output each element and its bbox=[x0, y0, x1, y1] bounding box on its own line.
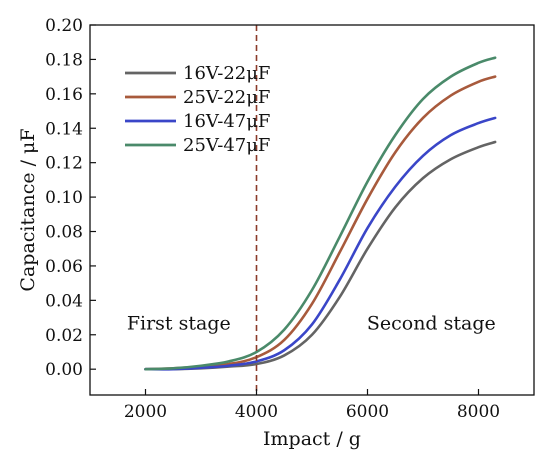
y-tick-label: 0.06 bbox=[45, 257, 83, 277]
y-tick-label: 0.00 bbox=[45, 360, 83, 380]
x-tick-label: 4000 bbox=[235, 402, 278, 422]
y-tick-label: 0.14 bbox=[45, 119, 83, 139]
y-axis-title: Capacitance / μF bbox=[17, 128, 39, 291]
x-tick-label: 6000 bbox=[346, 402, 389, 422]
x-ticks: 2000 4000 6000 8000 bbox=[124, 389, 500, 422]
x-tick-label: 8000 bbox=[457, 402, 500, 422]
stage-annotation: First stage bbox=[127, 313, 231, 335]
series-line-3 bbox=[144, 116, 497, 371]
legend: 16V-22μF 25V-22μF 16V-47μF 25V-47μF bbox=[125, 63, 270, 156]
legend-entry: 25V-47μF bbox=[183, 135, 270, 156]
y-tick-label: 0.18 bbox=[45, 50, 83, 70]
series-layer bbox=[144, 56, 497, 371]
annotations: First stage Second stage bbox=[127, 313, 496, 335]
y-tick-label: 0.20 bbox=[45, 16, 83, 36]
y-ticks: 0.00 0.02 0.04 0.06 0.08 0.10 0.12 0.14 0.16 0.18… bbox=[45, 16, 96, 380]
y-tick-label: 0.10 bbox=[45, 188, 83, 208]
stage-annotation: Second stage bbox=[367, 313, 496, 335]
x-tick-label: 2000 bbox=[124, 402, 167, 422]
legend-entry: 25V-22μF bbox=[183, 87, 270, 108]
legend-entry: 16V-47μF bbox=[183, 111, 270, 132]
plot-area bbox=[90, 25, 534, 395]
y-tick-label: 0.02 bbox=[45, 326, 83, 346]
y-tick-label: 0.08 bbox=[45, 223, 83, 243]
series-line-4 bbox=[144, 56, 497, 371]
plot-frame bbox=[89, 24, 535, 396]
y-tick-label: 0.04 bbox=[45, 291, 83, 311]
x-axis-title: Impact / g bbox=[263, 428, 361, 450]
legend-entry: 16V-22μF bbox=[183, 63, 270, 84]
y-tick-label: 0.12 bbox=[45, 154, 83, 174]
y-tick-label: 0.16 bbox=[45, 85, 83, 105]
